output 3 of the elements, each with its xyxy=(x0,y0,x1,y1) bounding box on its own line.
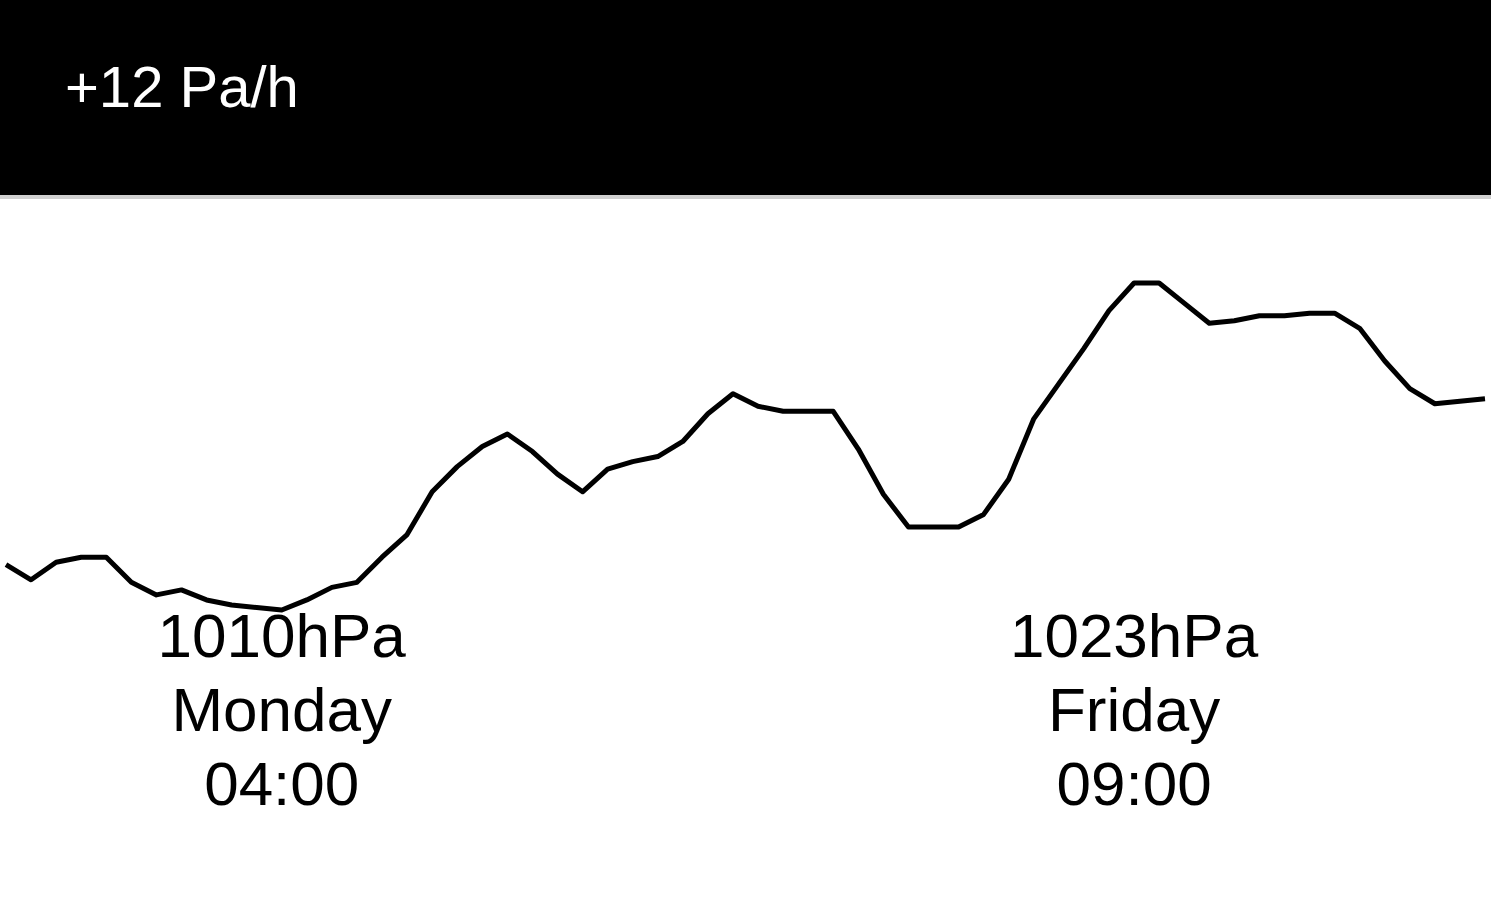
chart-title: +12 Pa/h xyxy=(65,54,299,119)
data-label: 1010hPa Monday 04:00 xyxy=(157,601,407,818)
data-label: 1023hPa Friday 09:00 xyxy=(1009,601,1259,818)
